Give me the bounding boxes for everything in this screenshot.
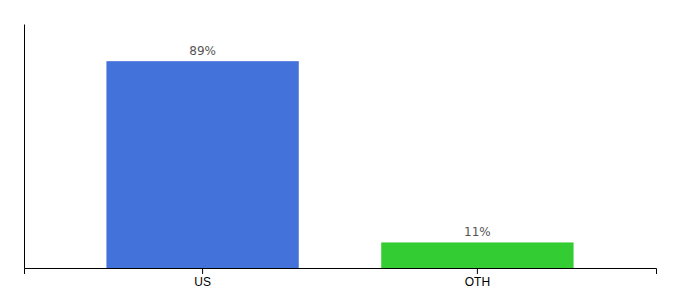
chart-container: 89% 11% US OTH xyxy=(0,0,680,300)
y-axis-line xyxy=(24,25,25,269)
x-axis-line xyxy=(25,269,657,275)
data-labels: 89% 11% xyxy=(189,44,490,239)
x-tick-label: US xyxy=(194,275,211,289)
bars xyxy=(106,61,573,268)
data-label: 89% xyxy=(189,44,216,58)
x-tick: US xyxy=(194,268,211,289)
x-tick: OTH xyxy=(465,268,490,289)
data-label: 11% xyxy=(464,225,491,239)
x-tick-mark xyxy=(477,268,478,274)
y-axis xyxy=(24,25,25,269)
x-axis: US OTH xyxy=(25,268,657,289)
x-tick-mark xyxy=(202,268,203,274)
bar xyxy=(106,61,298,268)
chart: 89% 11% US OTH xyxy=(0,0,680,300)
bar xyxy=(381,242,573,268)
plot: 89% 11% US OTH xyxy=(25,25,657,289)
x-tick-label: OTH xyxy=(465,275,490,289)
